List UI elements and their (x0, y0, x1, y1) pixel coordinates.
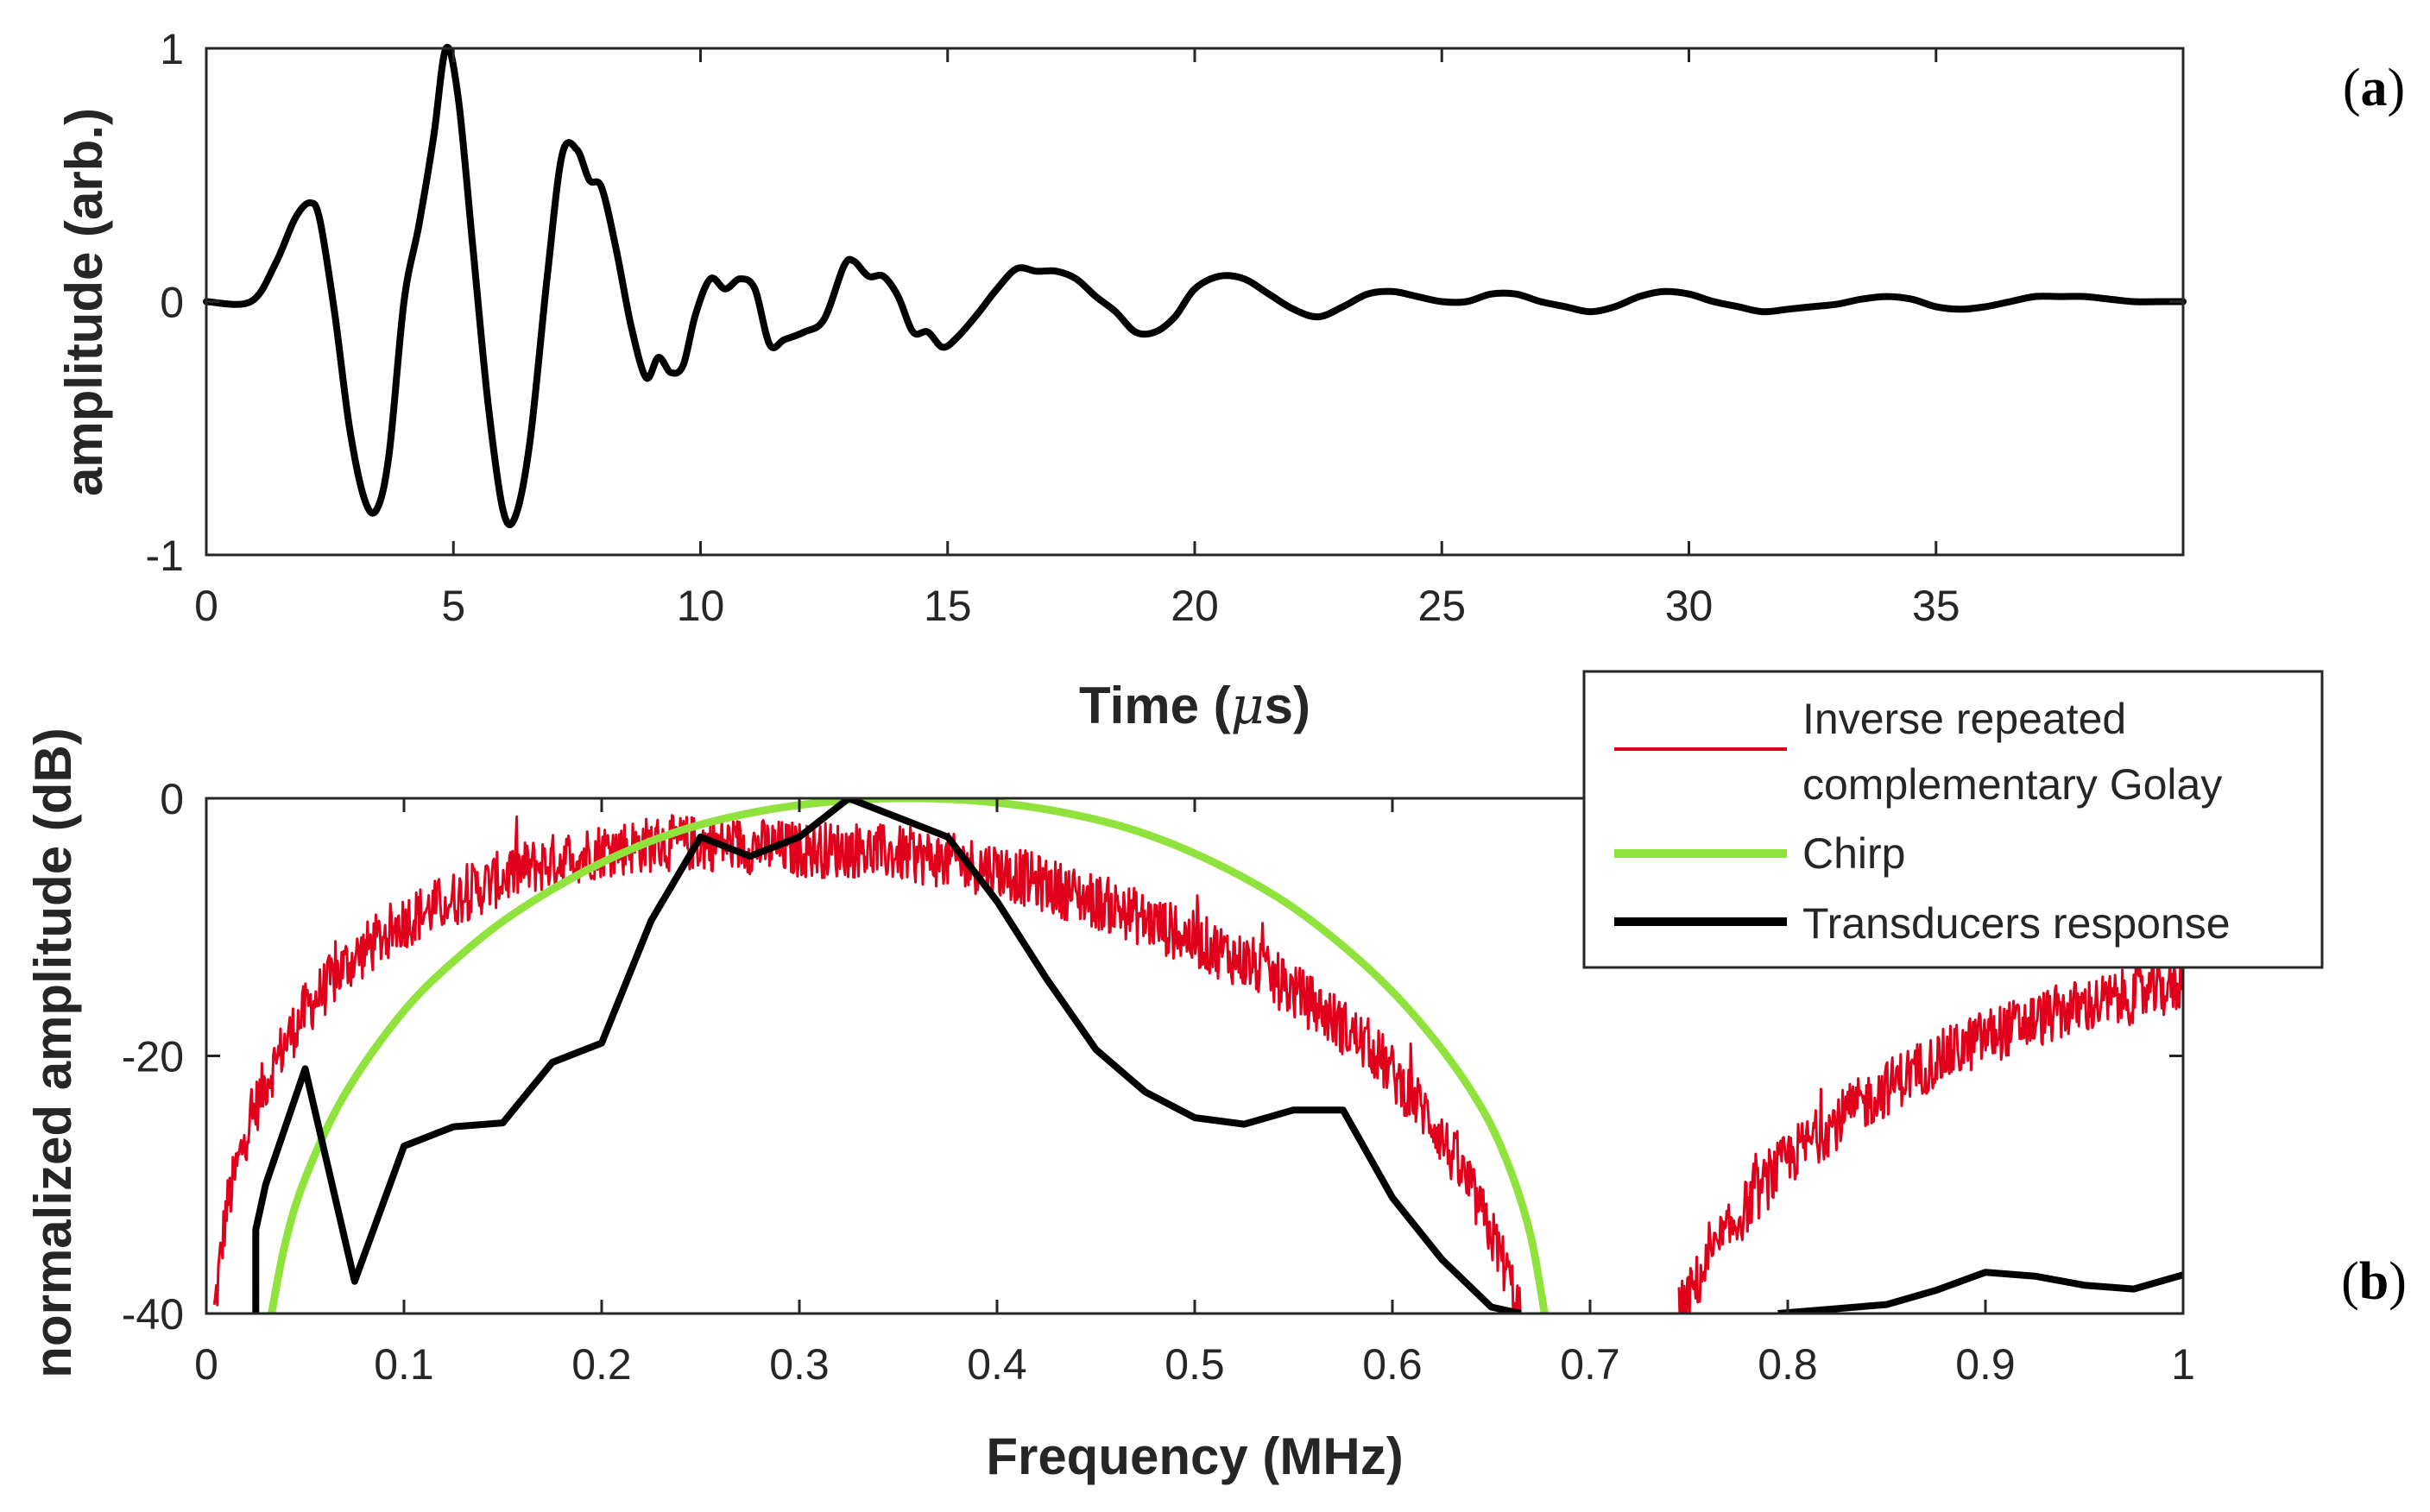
chart-b-y-axis-label: normalized amplitude (dB) (24, 728, 82, 1377)
legend-label-chirp: Chirp (1802, 829, 1905, 878)
chart-b-x-tick-label: 0.3 (769, 1340, 830, 1389)
chart-a-x-ticks: 0 5 10 15 20 25 30 35 (194, 48, 1960, 630)
chart-a-y-tick-label: -1 (146, 532, 184, 580)
chart-b-x-tick-label: 0.2 (571, 1340, 632, 1389)
chart-a-x-tick-label: 10 (677, 582, 725, 630)
chart-a-y-tick-label: 0 (160, 279, 184, 327)
chart-a-axes-box (205, 47, 2185, 557)
legend-label-golay-line1: Inverse repeated (1802, 695, 2126, 743)
chart-b-y-tick-label: -20 (122, 1033, 184, 1081)
chart-b-x-axis-label: Frequency (MHz) (986, 1427, 1403, 1485)
chart-b-x-tick-label: 0.6 (1362, 1340, 1423, 1389)
chart-b-x-tick-label: 0.4 (967, 1340, 1027, 1389)
chart-a-y-axis-label: amplitude (arb.) (55, 108, 113, 496)
chart-a-y-ticks: -1 0 1 (146, 25, 2183, 580)
series-line-transducers-segment-0 (252, 798, 1522, 1314)
chart-a-time-domain: 0 5 10 15 20 25 30 35 -101 Time (μs) amplitude … (55, 25, 2187, 736)
chart-a-x-axis-label: Time (μs) (1079, 676, 1310, 736)
chart-b-x-tick-label: 0.1 (374, 1340, 434, 1389)
chart-b-x-tick-label: 0.8 (1758, 1340, 1818, 1389)
legend-label-golay-line2: complementary Golay (1802, 760, 2222, 809)
chart-b-x-tick-label: 0.5 (1165, 1340, 1225, 1389)
chart-b-x-tick-label: 0.7 (1560, 1340, 1620, 1389)
chart-a-y-tick-label: 1 (160, 25, 184, 73)
chart-b-x-ticks: 0 0.1 0.2 0.3 0.4 0.5 0.6 0.7 0.8 0.9 1 (194, 798, 2195, 1389)
chart-b-y-tick-label: -40 (122, 1290, 184, 1339)
series-line-golay-segment-1 (1677, 961, 2183, 1314)
chart-a-x-tick-label: 25 (1417, 582, 1466, 630)
chart-b-x-tick-label: 0.9 (1955, 1340, 2016, 1389)
series-line-transducers-segment-1 (1777, 1269, 2183, 1314)
chart-a-plot-area (203, 43, 2187, 528)
panel-label-b: (b) (2341, 1252, 2407, 1311)
chart-b-frequency-domain: 0 0.1 0.2 0.3 0.4 0.5 0.6 0.7 0.8 0.9 1 -40 -20 0 Fr… (24, 670, 2324, 1485)
chart-a-x-tick-label: 15 (924, 582, 972, 630)
chart-b-x-tick-label: 1 (2171, 1340, 2195, 1389)
panel-label-a: (a) (2343, 59, 2405, 117)
chart-a-x-tick-label: 20 (1171, 582, 1219, 630)
chart-a-x-tick-label: 30 (1665, 582, 1714, 630)
chart-a-x-tick-label: 35 (1912, 582, 1960, 630)
chart-b-legend: Inverse repeated complementary Golay Chi… (1582, 670, 2324, 969)
chart-b-x-tick-label: 0 (194, 1340, 218, 1389)
chart-a-x-tick-label: 0 (194, 582, 218, 630)
series-line-golay-segment-0 (212, 814, 1522, 1314)
chart-b-y-ticks: -40 -20 0 (122, 775, 2183, 1339)
series-line-waveform (203, 43, 2187, 528)
chart-b-y-tick-label: 0 (160, 775, 184, 823)
legend-label-transducers: Transducers response (1802, 899, 2231, 948)
chart-a-x-tick-label: 5 (441, 582, 465, 630)
